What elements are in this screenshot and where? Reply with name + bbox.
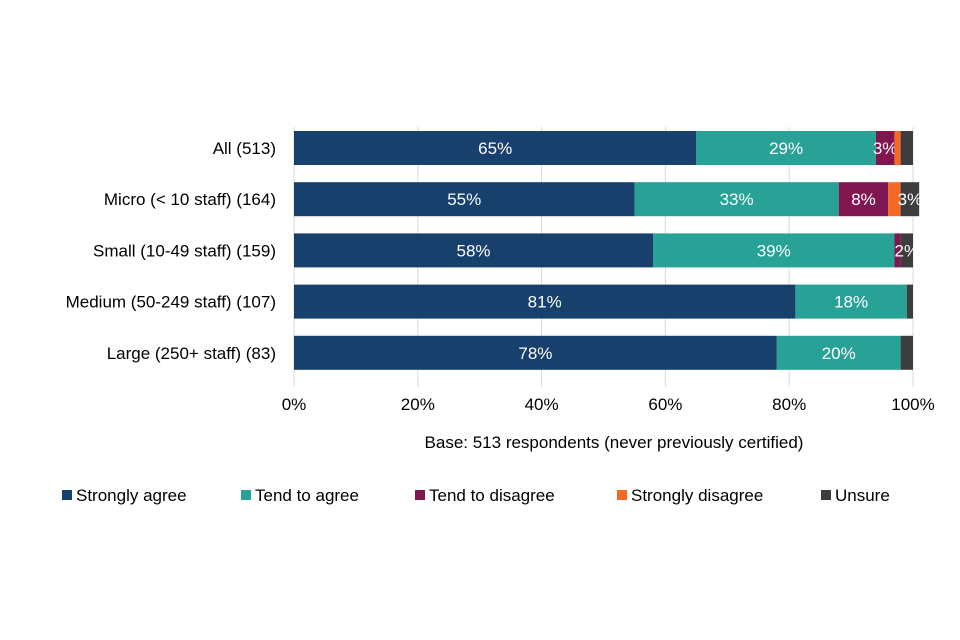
- category-label: Large (250+ staff) (83): [107, 344, 276, 363]
- category-label: Medium (50-249 staff) (107): [66, 293, 276, 312]
- bar-segment: [294, 335, 777, 370]
- legend-label: Tend to disagree: [429, 486, 555, 505]
- legend-swatch: [617, 490, 627, 500]
- legend-swatch: [62, 490, 72, 500]
- data-label: 29%: [769, 139, 803, 158]
- x-tick-label: 40%: [525, 395, 559, 414]
- bar-segment: [294, 182, 635, 217]
- data-label: 81%: [528, 293, 562, 312]
- bar-segment: [900, 335, 913, 370]
- data-label: 20%: [822, 344, 856, 363]
- bar-segment: [875, 131, 895, 165]
- data-label: 78%: [518, 344, 552, 363]
- legend-label: Unsure: [835, 486, 890, 505]
- x-tick-label: 100%: [891, 395, 934, 414]
- data-label: 58%: [456, 241, 490, 260]
- bar-segment: [634, 182, 839, 217]
- x-tick-label: 0%: [282, 395, 307, 414]
- bar-segment: [900, 182, 920, 217]
- data-label: 18%: [834, 293, 868, 312]
- bar-segment: [894, 131, 901, 165]
- x-axis-title: Base: 513 respondents (never previously …: [425, 433, 804, 452]
- bar-segment: [653, 233, 895, 268]
- legend-label: Tend to agree: [255, 486, 359, 505]
- bar-segment: [906, 284, 913, 319]
- category-label: All (513): [213, 139, 276, 158]
- x-tick-label: 20%: [401, 395, 435, 414]
- bar-segment: [838, 182, 889, 217]
- data-label: 39%: [757, 241, 791, 260]
- data-label: 33%: [720, 190, 754, 209]
- category-label: Micro (< 10 staff) (164): [104, 190, 276, 209]
- bar-segment: [776, 335, 901, 370]
- bar-segment: [894, 233, 901, 268]
- bar-segment: [294, 233, 654, 268]
- legend-swatch: [821, 490, 831, 500]
- bar-segment: [696, 131, 876, 165]
- bar-segment: [900, 131, 913, 165]
- bar-segment: [795, 284, 907, 319]
- x-tick-label: 60%: [648, 395, 682, 414]
- x-tick-label: 80%: [772, 395, 806, 414]
- bar-segment: [294, 131, 697, 165]
- data-label: 2%: [895, 241, 920, 260]
- data-label: 3%: [873, 139, 898, 158]
- category-label: Small (10-49 staff) (159): [93, 241, 276, 260]
- legend-label: Strongly disagree: [631, 486, 763, 505]
- data-label: 8%: [851, 190, 876, 209]
- legend-swatch: [241, 490, 251, 500]
- bar-segment: [900, 233, 913, 268]
- data-label: 65%: [478, 139, 512, 158]
- legend-label: Strongly agree: [76, 486, 187, 505]
- legend-swatch: [415, 490, 425, 500]
- data-label: 3%: [898, 190, 923, 209]
- bar-segment: [294, 284, 796, 319]
- bar-segment: [888, 182, 901, 217]
- data-label: 55%: [447, 190, 481, 209]
